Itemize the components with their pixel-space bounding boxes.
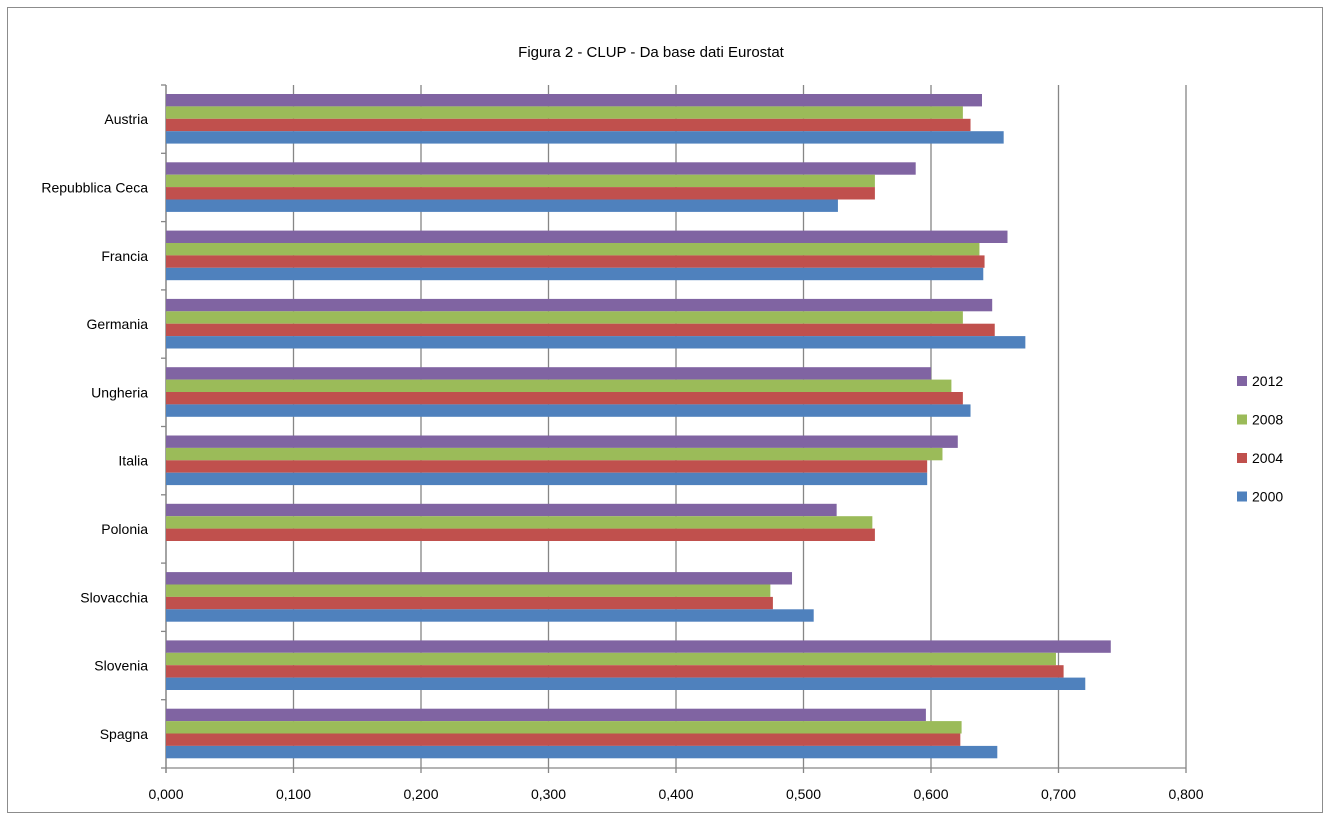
- bar: [166, 528, 875, 541]
- bar: [166, 336, 1026, 349]
- legend-swatch: [1237, 491, 1247, 502]
- bar: [166, 584, 771, 597]
- bar: [166, 255, 985, 268]
- legend-swatch: [1237, 376, 1247, 386]
- legend-label: 2000: [1252, 489, 1283, 505]
- bar: [166, 94, 982, 107]
- category-label: Austria: [104, 111, 148, 127]
- x-tick-label: 0,800: [1168, 786, 1203, 802]
- bar: [166, 460, 928, 473]
- bar: [166, 640, 1111, 653]
- x-tick-label: 0,700: [1041, 786, 1076, 802]
- bar: [166, 745, 998, 759]
- bar: [166, 267, 984, 281]
- bar: [166, 230, 1008, 243]
- category-label: Francia: [101, 248, 148, 264]
- legend-label: 2008: [1252, 412, 1283, 428]
- bar: [166, 323, 995, 337]
- bar: [166, 379, 952, 392]
- chart-title: Figura 2 - CLUP - Da base dati Eurostat: [518, 44, 785, 61]
- category-labels: Austria Repubblica Ceca Francia Germania Ung…: [41, 111, 148, 742]
- bar: [166, 677, 1086, 690]
- category-label: Polonia: [101, 521, 148, 537]
- category-label: Slovenia: [94, 658, 148, 674]
- x-tick-labels: 0,000 0,100 0,200 0,300 0,400 0,500 0,600 0,700…: [148, 786, 1203, 802]
- bar: [166, 572, 793, 585]
- bar: [166, 721, 962, 734]
- bar: [166, 243, 980, 256]
- bar: [166, 106, 963, 119]
- bar: [166, 199, 838, 212]
- x-tick-label: 0,100: [276, 786, 311, 802]
- x-tick-label: 0,000: [148, 786, 183, 802]
- legend-label: 2004: [1252, 450, 1283, 466]
- bar: [166, 392, 963, 405]
- category-label: Slovacchia: [80, 589, 148, 605]
- bar: [166, 472, 928, 486]
- bar: [166, 311, 963, 324]
- bar: [166, 665, 1064, 678]
- legend: 2012 2008 2004 2000: [1237, 373, 1283, 505]
- category-label: Italia: [118, 453, 148, 469]
- legend-swatch: [1237, 414, 1247, 425]
- bars: [166, 94, 1111, 759]
- category-label: Repubblica Ceca: [41, 179, 148, 195]
- x-tick-label: 0,300: [531, 786, 566, 802]
- bar: [166, 298, 993, 312]
- bar: [166, 404, 971, 417]
- x-tick-label: 0,500: [786, 786, 821, 802]
- bar: [166, 447, 943, 461]
- bar: [166, 733, 961, 746]
- x-tick-label: 0,600: [913, 786, 948, 802]
- bar: [166, 596, 773, 610]
- bar: [166, 503, 837, 517]
- bar: [166, 174, 875, 188]
- legend-swatch: [1237, 453, 1247, 463]
- legend-label: 2012: [1252, 373, 1283, 389]
- bar: [166, 118, 971, 132]
- bar: [166, 187, 875, 200]
- category-label: Spagna: [100, 726, 148, 742]
- category-label: Ungheria: [91, 384, 148, 400]
- bar: [166, 708, 926, 722]
- bar: [166, 131, 1004, 144]
- category-label: Germania: [87, 316, 149, 332]
- bar: [166, 609, 814, 622]
- x-tick-label: 0,200: [403, 786, 438, 802]
- bar: [166, 516, 873, 529]
- x-tick-label: 0,400: [658, 786, 693, 802]
- bar: [166, 652, 1056, 666]
- bar: [166, 367, 931, 380]
- bar: [166, 162, 916, 175]
- bar: [166, 435, 958, 448]
